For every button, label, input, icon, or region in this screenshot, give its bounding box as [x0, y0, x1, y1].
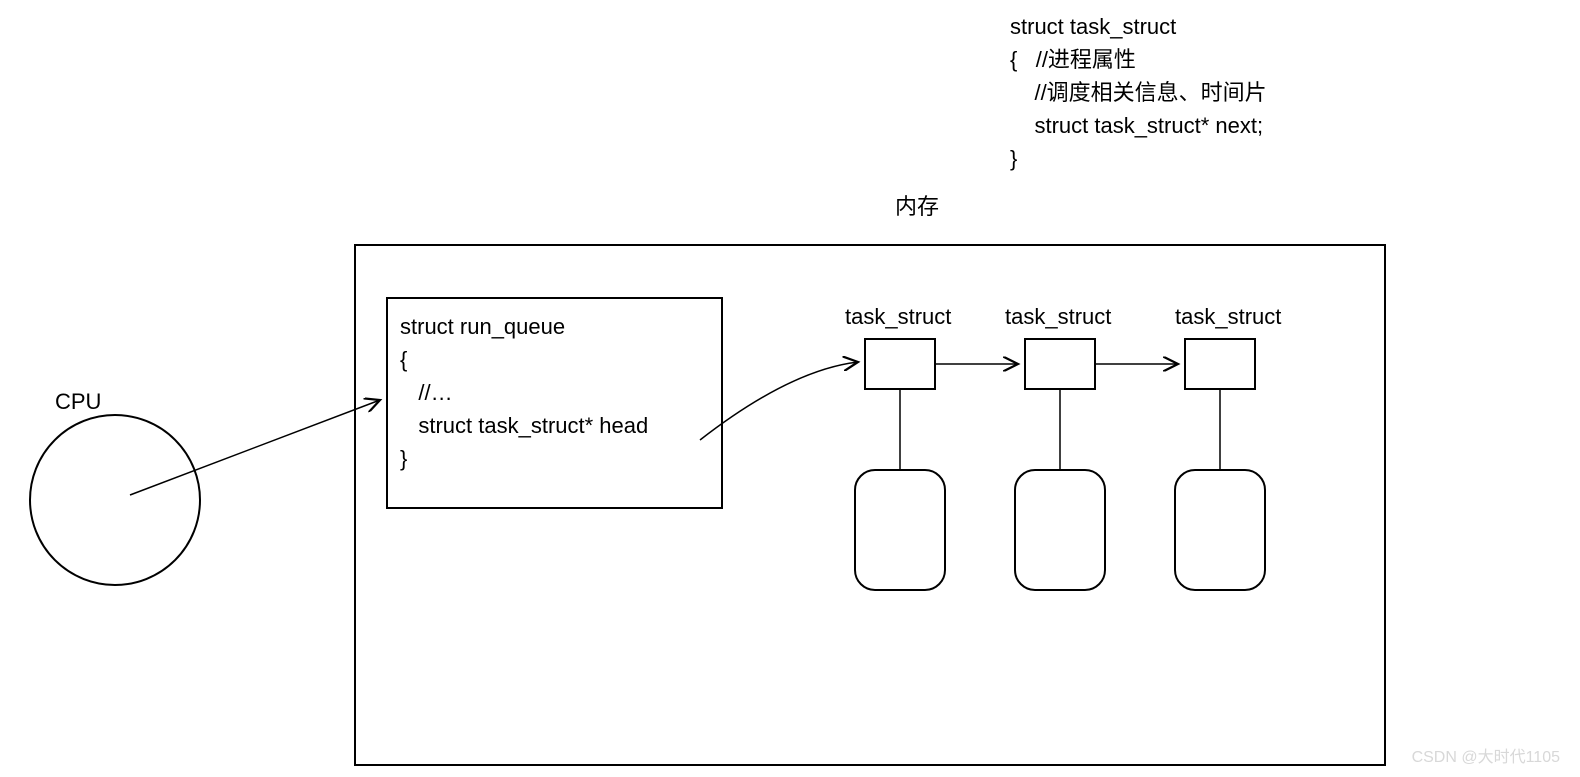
task-round-2: [1015, 470, 1105, 590]
struct-def-block: struct task_struct { //进程属性 //调度相关信息、时间片…: [1010, 10, 1267, 175]
arrow-head-to-task1: [700, 362, 858, 440]
cpu-label: CPU: [55, 385, 101, 418]
task-label-2: task_struct: [1005, 300, 1111, 333]
task-round-3: [1175, 470, 1265, 590]
struct-def-open: {: [1010, 47, 1017, 72]
task-box-2: [1025, 339, 1095, 389]
runqueue-title: struct run_queue: [400, 310, 648, 343]
struct-def-close: }: [1010, 142, 1267, 175]
runqueue-comment: //…: [418, 380, 452, 405]
runqueue-text: struct run_queue { //… struct task_struc…: [400, 310, 648, 475]
cpu-circle: [30, 415, 200, 585]
runqueue-field: struct task_struct* head: [418, 413, 648, 438]
arrow-cpu-to-runqueue: [130, 400, 380, 495]
diagram-canvas: [0, 0, 1580, 777]
watermark-text: CSDN @大时代1105: [1412, 743, 1560, 767]
task-box-1: [865, 339, 935, 389]
struct-def-title: struct task_struct: [1010, 10, 1267, 43]
task-label-3: task_struct: [1175, 300, 1281, 333]
task-box-3: [1185, 339, 1255, 389]
memory-label: 内存: [895, 190, 939, 223]
runqueue-close: }: [400, 442, 648, 475]
runqueue-open: {: [400, 343, 648, 376]
struct-def-comment1: //进程属性: [1036, 47, 1136, 72]
struct-def-field: struct task_struct* next;: [1034, 113, 1263, 138]
task-label-1: task_struct: [845, 300, 951, 333]
struct-def-comment2: //调度相关信息、时间片: [1034, 80, 1266, 105]
task-round-1: [855, 470, 945, 590]
